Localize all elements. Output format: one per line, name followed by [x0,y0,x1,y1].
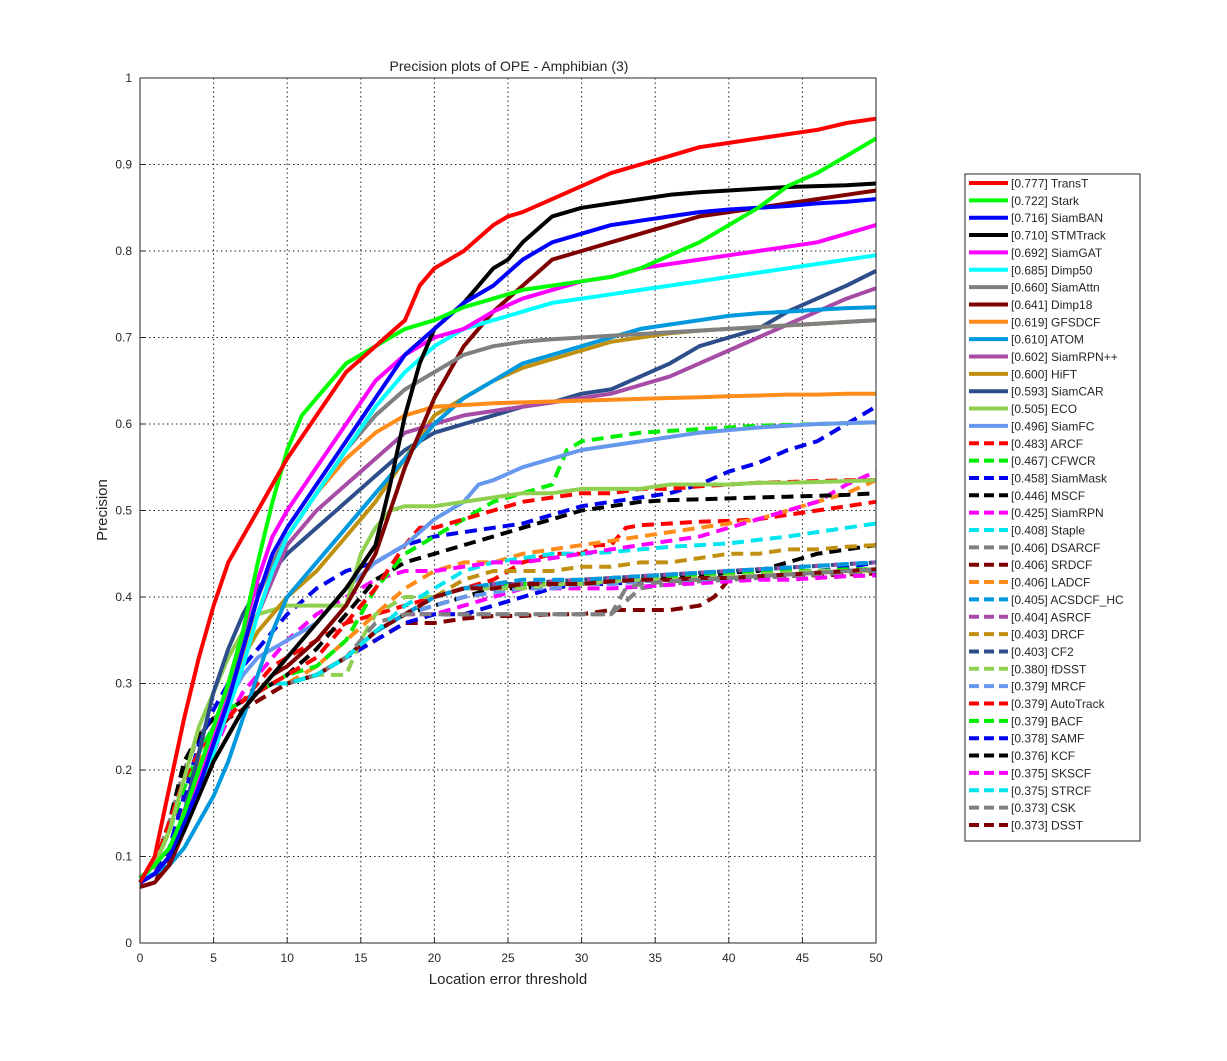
legend: [0.777] TransT [0.722] Stark [0.716] SiamB… [964,173,1141,842]
x-tick-label: 40 [722,951,736,965]
legend-entry-label: [0.641] Dimp18 [1011,298,1093,312]
legend-entry-label: [0.660] SiamAttn [1011,281,1100,295]
x-tick-label: 20 [428,951,442,965]
series-line [138,136,878,880]
series-line [138,197,877,885]
legend-entry-label: [0.403] CF2 [1011,645,1074,659]
y-tick-label: 1 [125,71,132,85]
y-tick-label: 0.2 [115,763,132,777]
legend-entry-label: [0.446] MSCF [1011,489,1085,503]
y-tick-label: 0 [125,936,132,950]
series-line [138,491,877,884]
legend-entry-label: [0.483] ARCF [1011,437,1083,451]
y-tick-label: 0.5 [115,504,132,518]
x-tick-label: 0 [137,951,144,965]
y-tick-label: 0.7 [115,331,132,345]
chart-title: Precision plots of OPE - Amphibian (3) [390,58,629,74]
legend-entry-label: [0.379] MRCF [1011,680,1086,694]
x-tick-label: 30 [575,951,589,965]
legend-entry-label: [0.376] KCF [1011,749,1075,763]
y-tick-label: 0.4 [115,590,132,604]
legend-entry-label: [0.685] Dimp50 [1011,263,1093,277]
series-line [138,499,877,885]
series-line [138,116,877,884]
legend-entry-label: [0.408] Staple [1011,524,1085,538]
axis-ticks: 0 5 10 15 20 25 30 35 40 45 50 0 0.1 0.2 0.3 0.4 0.5 0.6 0… [115,71,883,965]
legend-entry-label: [0.610] ATOM [1011,333,1084,347]
legend-entry-label: [0.710] STMTrack [1011,229,1107,243]
x-tick-label: 10 [281,951,295,965]
y-axis-label: Precision [94,479,111,541]
legend-entry-label: [0.406] DSARCF [1011,541,1100,555]
legend-entry-label: [0.619] GFSDCF [1011,315,1100,329]
series-line [138,560,877,880]
legend-entry-label: [0.593] SiamCAR [1011,385,1104,399]
legend-entry-label: [0.379] AutoTrack [1011,697,1106,711]
series-lines [138,116,878,889]
legend-entry-label: [0.405] ACSDCF_HC [1011,593,1124,607]
series-line [139,253,877,881]
legend-entry-label: [0.716] SiamBAN [1011,211,1103,225]
y-tick-label: 0.1 [115,850,132,864]
legend-entry-label: [0.375] STRCF [1011,784,1091,798]
legend-entry-label: [0.406] LADCF [1011,576,1090,590]
y-tick-label: 0.6 [115,417,132,431]
series-line [138,269,877,885]
x-tick-label: 50 [869,951,883,965]
x-tick-label: 5 [210,951,217,965]
legend-entry-label: [0.406] SRDCF [1011,558,1092,572]
series-line [139,305,877,881]
legend-entry-label: [0.467] CFWCR [1011,454,1096,468]
legend-entry-label: [0.777] TransT [1011,177,1089,191]
legend-entry-label: [0.458] SiamMask [1011,471,1108,485]
legend-entry-label: [0.425] SiamRPN [1011,506,1104,520]
series-line [138,404,878,885]
legend-entry-label: [0.722] Stark [1011,194,1080,208]
y-tick-label: 0.9 [115,158,132,172]
y-tick-label: 0.8 [115,244,132,258]
legend-entry-label: [0.373] DSST [1011,818,1084,832]
x-tick-label: 45 [796,951,810,965]
legend-entry-label: [0.375] SKSCF [1011,766,1091,780]
x-tick-label: 35 [649,951,663,965]
legend-entry-label: [0.403] DRCF [1011,628,1084,642]
series-line [138,223,877,885]
legend-entry-label: [0.379] BACF [1011,714,1083,728]
series-line [138,567,877,880]
x-tick-label: 25 [501,951,515,965]
x-axis-label: Location error threshold [429,971,587,988]
y-tick-label: 0.3 [115,677,132,691]
legend-entry-label: [0.380] fDSST [1011,662,1087,676]
legend-entry-label: [0.505] ECO [1011,402,1077,416]
legend-entry-label: [0.600] HiFT [1011,367,1078,381]
legend-entry-label: [0.692] SiamGAT [1011,246,1103,260]
legend-entry-label: [0.378] SAMF [1011,732,1084,746]
legend-entry-label: [0.602] SiamRPN++ [1011,350,1118,364]
legend-entry-label: [0.373] CSK [1011,801,1076,815]
legend-entry-label: [0.496] SiamFC [1011,419,1095,433]
legend-entry-label: [0.404] ASRCF [1011,610,1091,624]
x-tick-label: 15 [354,951,368,965]
